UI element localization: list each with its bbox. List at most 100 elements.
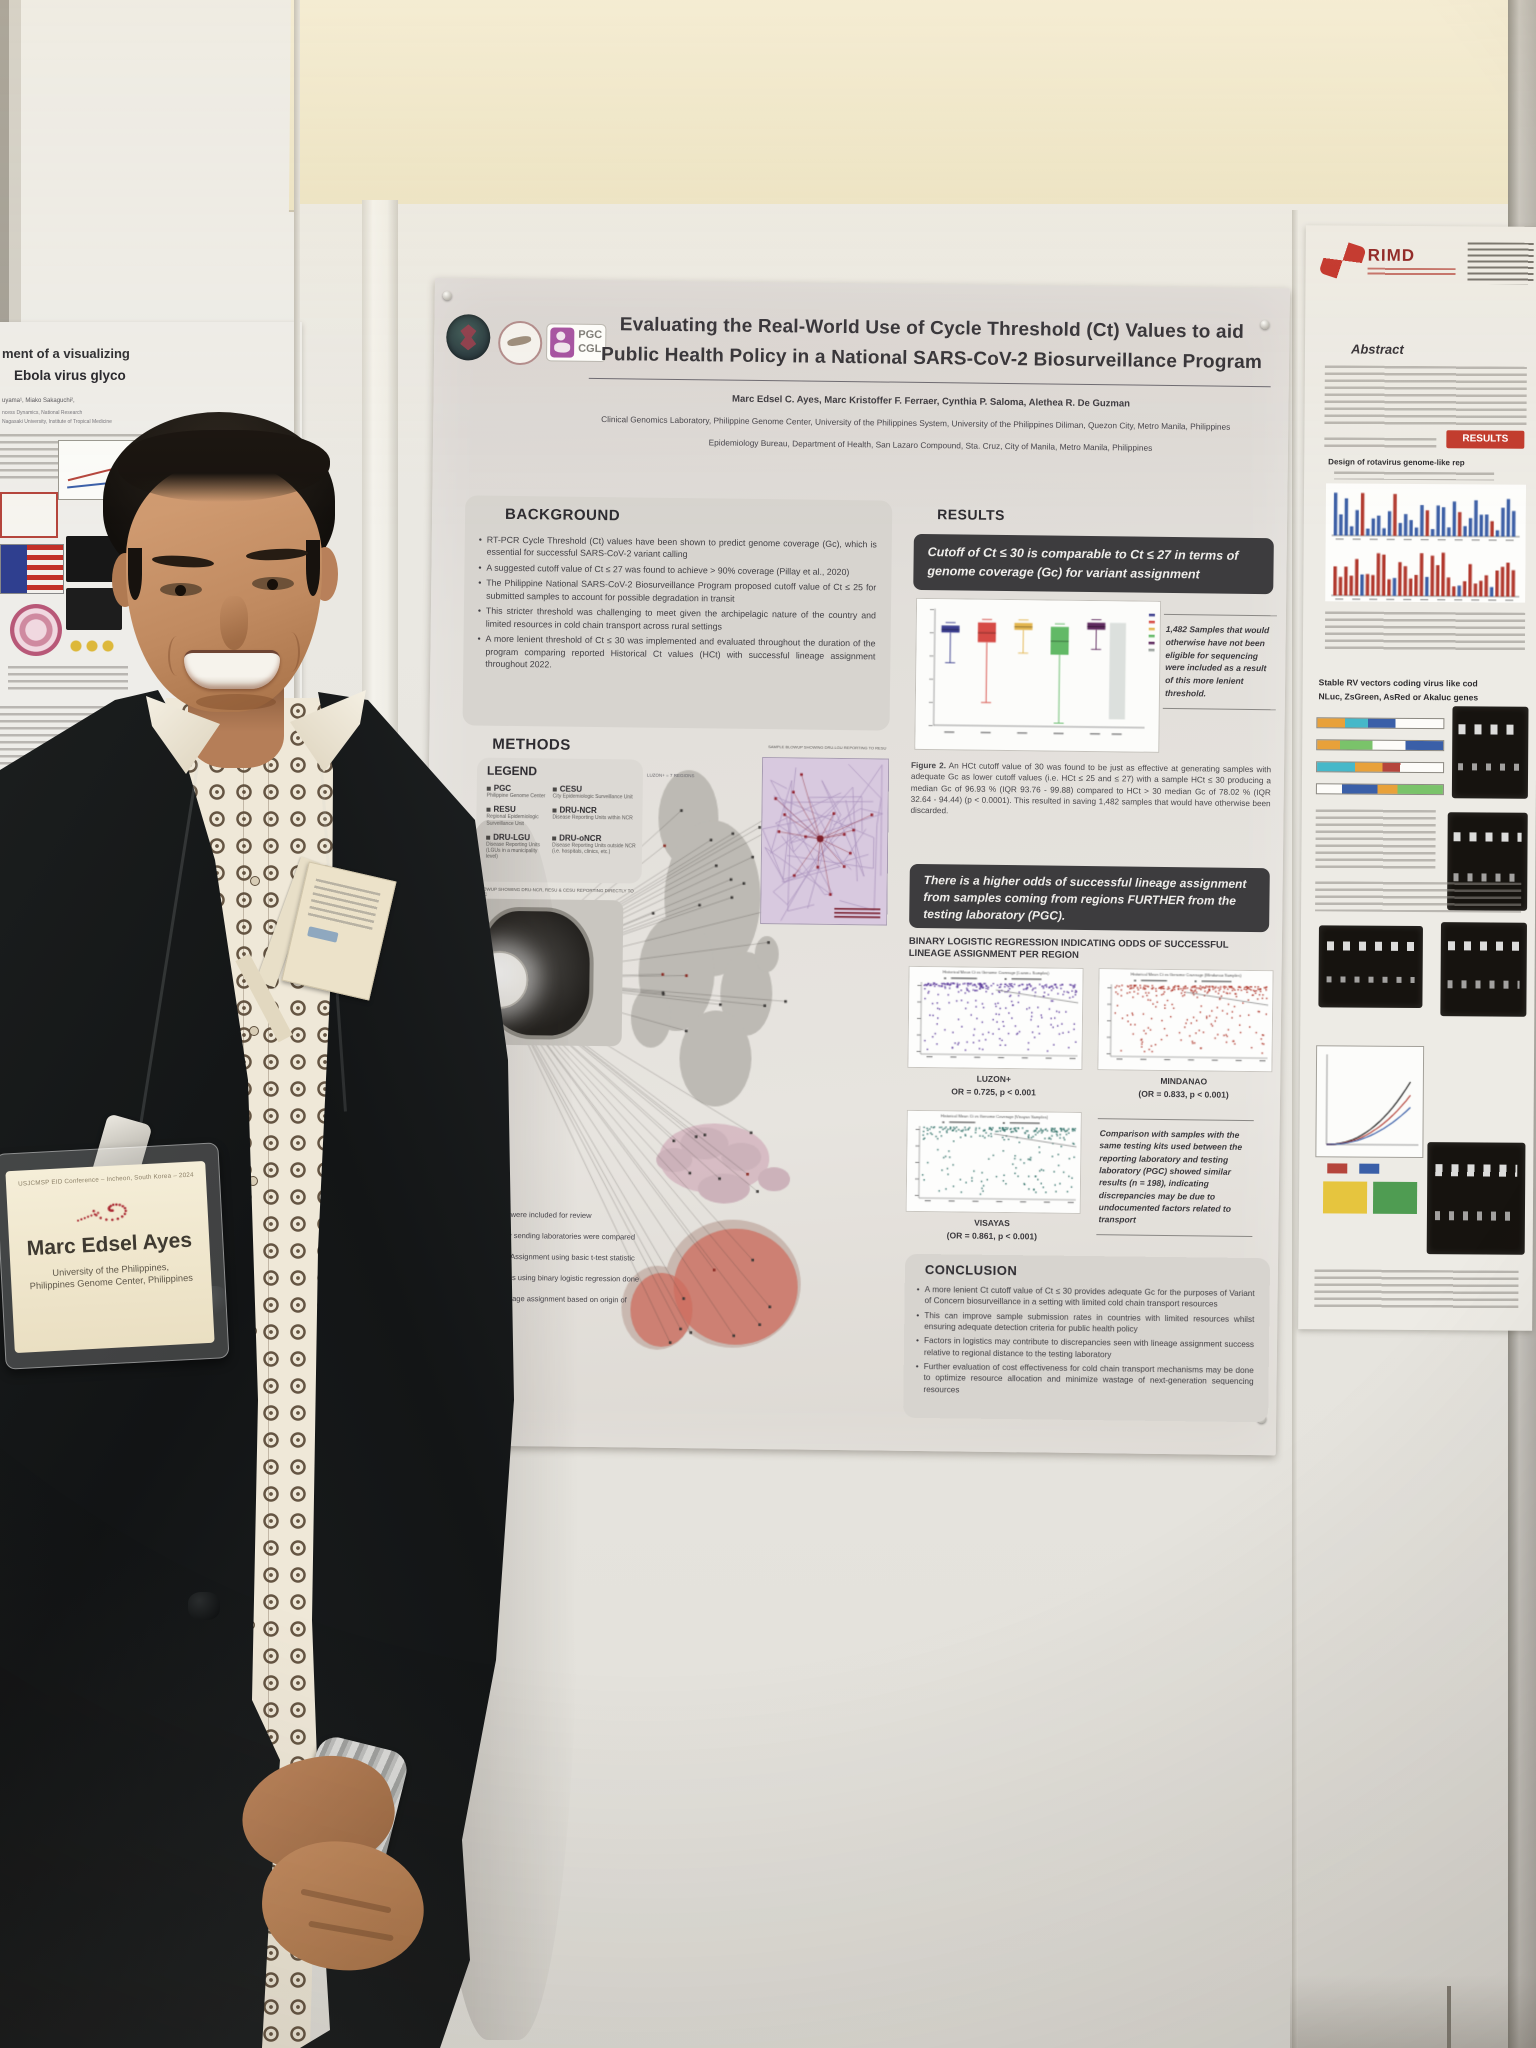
- background-bullet: This stricter threshold was challenging …: [478, 605, 876, 635]
- sideburn-right: [306, 540, 320, 596]
- title-rule: [588, 377, 1271, 388]
- gel-image-5: [1426, 1142, 1526, 1255]
- results-heading: RESULTS: [937, 506, 1006, 523]
- pgc-cgl-logo-icon: [550, 327, 575, 358]
- poster-title-line1: Evaluating the Real-World Use of Cycle T…: [619, 314, 1245, 343]
- background-bullet-text: The Philippine National SARS-CoV-2 Biosu…: [486, 578, 877, 604]
- sideburn-left: [128, 548, 142, 600]
- scatter-mindanao-label: MINDANAO (OR = 0.833, p < 0.001): [1097, 1074, 1270, 1102]
- conclusion-bullet: This can improve sample submission rates…: [916, 1310, 1254, 1337]
- background-bullet-text: RT-PCR Cycle Threshold (Ct) values have …: [486, 534, 877, 560]
- cream-wall-top: [288, 0, 1522, 224]
- legend-desc: Philippine Genome Center: [486, 792, 546, 800]
- vector-diagram-row-4: [1315, 783, 1444, 796]
- rimd-caption-line: [1324, 437, 1437, 451]
- pgc-person-glyph: [556, 331, 566, 341]
- scatter-visayas: [905, 1109, 1082, 1214]
- scatter-luzon: [907, 965, 1084, 1070]
- results-highlight-1-text: Cutoff of Ct ≤ 30 is comparable to Ct ≤ …: [927, 545, 1239, 582]
- rimd-stable-heading-2: NLuc, ZsGreen, AsRed or Akaluc genes: [1318, 691, 1479, 703]
- smile-mouth: [184, 650, 280, 689]
- micrograph-2: [66, 588, 122, 630]
- background-bullet-text: A more lenient threshold of Ct ≤ 30 was …: [485, 634, 876, 670]
- rimd-growth-curve-chart: [1315, 1045, 1425, 1159]
- poster-affiliation-2: Epidemiology Bureau, Department of Healt…: [708, 437, 1153, 453]
- legend-abbr-text: DRU-oNCR: [559, 833, 602, 843]
- smile-crease-left: [168, 636, 186, 676]
- comparison-note-text: Comparison with samples with the same te…: [1098, 1128, 1243, 1225]
- scatter-luzon-label: LUZON+ OR = 0.725, p < 0.001: [907, 1072, 1080, 1100]
- background-section: BACKGROUND RT-PCR Cycle Threshold (Ct) v…: [462, 495, 893, 731]
- background-bullet-text: A suggested cutoff value of Ct ≤ 27 was …: [486, 562, 850, 578]
- left-poster-red-outline-box: [0, 492, 58, 538]
- background-bullets: RT-PCR Cycle Threshold (Ct) values have …: [477, 534, 877, 679]
- background-bullet: The Philippine National SARS-CoV-2 Biosu…: [478, 577, 876, 607]
- boxplot-figure: [914, 597, 1162, 753]
- rimd-results-label: RESULTS: [1446, 430, 1525, 449]
- legend-desc: Disease Reporting Units outside NCR (i.e…: [551, 842, 636, 856]
- yellow-cell-dots: [70, 640, 114, 652]
- legend-abbr-text: RESU: [493, 805, 516, 815]
- rimd-mid-lines: [1324, 611, 1526, 653]
- legend-heading: LEGEND: [486, 763, 538, 779]
- rimd-logo-icon: [1318, 236, 1367, 285]
- scatter-mindanao: [1097, 968, 1274, 1073]
- vector-diagram-row-2: [1316, 739, 1445, 752]
- smile-crease-right: [282, 632, 300, 672]
- background-bullet: RT-PCR Cycle Threshold (Ct) values have …: [479, 534, 877, 564]
- nose: [220, 596, 248, 650]
- mindanao-stat: (OR = 0.833, p < 0.001): [1138, 1088, 1229, 1100]
- eye-right: [252, 577, 294, 590]
- conclusion-heading: CONCLUSION: [924, 1262, 1018, 1279]
- eye-left-iris: [175, 585, 186, 596]
- rimd-abstract-heading: Abstract: [1350, 341, 1404, 357]
- figure2-caption-text: An HCt cutoff value of 30 was found to b…: [910, 761, 1272, 816]
- conclusion-bullet-text: Further evaluation of cost effectiveness…: [923, 1361, 1254, 1394]
- luzon-stat: OR = 0.725, p < 0.001: [951, 1086, 1036, 1098]
- conclusion-bullets: A more lenient Ct cutoff value of Ct ≤ 3…: [915, 1284, 1254, 1402]
- rimd-bar-charts: [1325, 483, 1527, 603]
- legend-entry: DRU-oNCR Disease Reporting Units outside…: [552, 833, 636, 862]
- suit-button-2: [188, 1592, 220, 1620]
- lanyard-tag-mark: [307, 926, 339, 943]
- results-highlight-2-text: There is a higher odds of successful lin…: [923, 873, 1247, 923]
- badge-event-line: USJCMSP EID Conference – Incheon, South …: [17, 1171, 194, 1188]
- eye-right-iris: [267, 579, 278, 590]
- methods-heading: METHODS: [492, 735, 571, 754]
- gel-image-1: [1451, 706, 1529, 799]
- floor-seam: [1447, 1986, 1451, 2048]
- left-poster-affil-frag2: Nagasaki University, Institute of Tropic…: [2, 419, 112, 425]
- luzon-inset-map: [760, 757, 890, 926]
- results-highlight-2: There is a higher odds of successful lin…: [909, 863, 1270, 933]
- background-bullet: A suggested cutoff value of Ct ≤ 27 was …: [478, 562, 876, 579]
- legend-desc: Disease Reporting Units within NCR: [552, 814, 633, 822]
- left-poster-caption-lines: [8, 666, 128, 694]
- em-flower-figure: [10, 604, 62, 656]
- legend-abbr-text: DRU-NCR: [559, 805, 597, 816]
- rimd-body-lines-2: [1315, 809, 1436, 871]
- legend-desc: City Epidemiologic Surveillance Unit: [552, 793, 633, 801]
- sample-note-1482: 1,482 Samples that would otherwise have …: [1162, 613, 1277, 710]
- conclusion-bullet: Further evaluation of cost effectiveness…: [915, 1361, 1253, 1399]
- swatch-green: [1372, 1181, 1418, 1214]
- pgc-person-glyph-2: [554, 342, 571, 353]
- poster-title-line2: Public Health Policy in a National SARS-…: [600, 344, 1263, 374]
- sample-note-text: 1,482 Samples that would otherwise have …: [1164, 623, 1270, 699]
- conclusion-bullet-text: This can improve sample submission rates…: [924, 1310, 1255, 1334]
- legend-abbr-text: CESU: [559, 784, 583, 794]
- eye-left: [160, 583, 202, 596]
- visayas-stat: (OR = 0.861, p < 0.001): [946, 1230, 1038, 1242]
- regression-heading: BINARY LOGISTIC REGRESSION INDICATING OD…: [908, 935, 1229, 962]
- swatch-blue: [1359, 1163, 1380, 1174]
- ebov-construct-flag-figure: [0, 544, 64, 594]
- gel-image-3: [1318, 925, 1423, 1009]
- hair-fringe: [118, 430, 330, 502]
- rimd-logo-text: RIMD: [1367, 245, 1416, 265]
- up-seal-mark: [460, 324, 476, 350]
- background-bullet: A more lenient threshold of Ct ≤ 30 was …: [477, 633, 875, 675]
- floor-shadow-bottom-right: [1290, 1975, 1536, 2048]
- rimd-logo-sub-lines: [1367, 267, 1456, 278]
- rimd-stable-heading-1: Stable RV vectors coding virus like cod: [1318, 677, 1478, 689]
- swatch-yellow: [1322, 1181, 1368, 1214]
- left-poster-title-frag2: Ebola virus glyco: [14, 368, 126, 383]
